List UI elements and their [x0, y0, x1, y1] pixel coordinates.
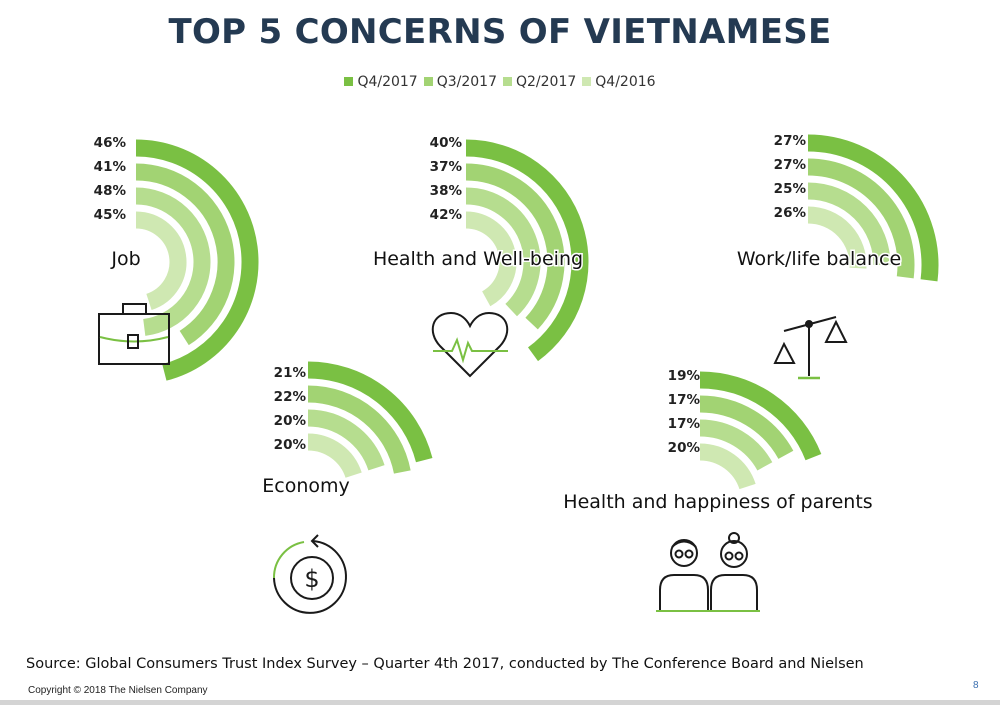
value-label: 46% — [94, 135, 127, 151]
value-label: 21% — [274, 365, 307, 381]
bottom-rule — [0, 700, 1000, 705]
arc-health-and-happiness-of-parents-q3-2017 — [699, 395, 794, 460]
heartbeat-icon — [431, 311, 509, 378]
legend-item-q3-2017: Q3/2017 — [423, 74, 497, 90]
copyright-note: Copyright © 2018 The Nielsen Company — [28, 685, 208, 696]
value-label: 38% — [430, 183, 463, 199]
arc-work-life-balance-q3-2017 — [807, 158, 915, 279]
concern-health-and-happiness-of-parents: 19% 17% 17% 20% Health and happiness of pare… — [562, 368, 874, 515]
category-label: Job — [110, 248, 140, 270]
source-note: Source: Global Consumers Trust Index Sur… — [26, 656, 864, 672]
balance-scale-icon — [773, 316, 848, 380]
category-label: Economy — [262, 475, 350, 497]
arc-health-and-well-being-q3-2017 — [465, 163, 565, 330]
arc-work-life-balance-q2-2017 — [807, 182, 891, 266]
concern-economy: 21% 22% 20% 20% Economy — [261, 361, 433, 499]
page-title: TOP 5 CONCERNS OF VIETNAMESE — [168, 12, 832, 52]
value-label: 17% — [668, 416, 701, 432]
arc-work-life-balance-q4-2017 — [807, 134, 939, 282]
arc-job-q3-2017 — [135, 163, 235, 346]
legend-label: Q4/2016 — [595, 74, 656, 90]
legend-item-q2-2017: Q2/2017 — [503, 74, 576, 90]
concern-job: 46% 41% 48% 45% Job — [94, 135, 259, 381]
category-label: Health and Well-being — [373, 248, 583, 270]
legend-swatch — [344, 77, 354, 86]
arc-health-and-well-being-q4-2016 — [465, 211, 517, 307]
legend-label: Q2/2017 — [516, 74, 577, 90]
arc-health-and-well-being-q2-2017 — [465, 187, 541, 317]
legend-swatch — [503, 77, 512, 86]
value-label: 20% — [274, 437, 307, 453]
arc-job-q2-2017 — [135, 187, 211, 336]
value-label: 25% — [774, 181, 807, 197]
briefcase-icon — [98, 303, 170, 365]
value-label: 22% — [274, 389, 307, 405]
value-label: 20% — [274, 413, 307, 429]
arc-work-life-balance-q4-2016 — [807, 206, 867, 269]
value-label: 27% — [774, 157, 807, 173]
elderly-couple-icon — [656, 532, 760, 612]
arc-job-q4-2017 — [135, 139, 259, 381]
arc-economy-q4-2016 — [307, 433, 362, 479]
dollar-cycle-icon: $ — [272, 534, 347, 614]
svg-text:$: $ — [304, 565, 319, 593]
value-label: 42% — [430, 207, 463, 223]
value-label: 40% — [430, 135, 463, 151]
arc-health-and-well-being-q4-2017 — [465, 139, 589, 362]
legend-swatch — [582, 77, 592, 86]
value-label: 17% — [668, 392, 701, 408]
chart-legend: Q4/2017 Q3/2017 Q2/2017 Q4/2016 — [0, 74, 1000, 90]
arc-economy-q2-2017 — [307, 409, 385, 471]
value-label: 26% — [774, 205, 807, 221]
arc-economy-q3-2017 — [307, 385, 411, 474]
arc-health-and-happiness-of-parents-q4-2016 — [699, 443, 756, 490]
concern-health-and-well-being: 40% 37% 38% 42% Health and Well-being — [371, 135, 589, 362]
value-label: 45% — [94, 207, 127, 223]
concern-work-life-balance: 27% 27% 25% 26% Work/life balance — [735, 133, 939, 282]
legend-item-q4-2016: Q4/2016 — [582, 74, 656, 90]
value-label: 27% — [774, 133, 807, 149]
value-label: 41% — [94, 159, 127, 175]
category-label: Health and happiness of parents — [563, 491, 872, 513]
legend-label: Q4/2017 — [357, 74, 418, 90]
legend-swatch — [423, 77, 433, 86]
arc-job-q4-2016 — [135, 211, 187, 311]
page-number: 8 — [973, 680, 979, 691]
arc-health-and-happiness-of-parents-q2-2017 — [699, 419, 773, 471]
legend-item-q4-2017: Q4/2017 — [344, 74, 418, 90]
value-label: 19% — [668, 368, 701, 384]
arc-health-and-happiness-of-parents-q4-2017 — [699, 371, 822, 461]
arc-economy-q4-2017 — [307, 361, 433, 463]
legend-label: Q3/2017 — [436, 74, 497, 90]
category-label: Work/life balance — [737, 248, 901, 270]
value-label: 37% — [430, 159, 463, 175]
value-label: 20% — [668, 440, 701, 456]
value-label: 48% — [94, 183, 127, 199]
